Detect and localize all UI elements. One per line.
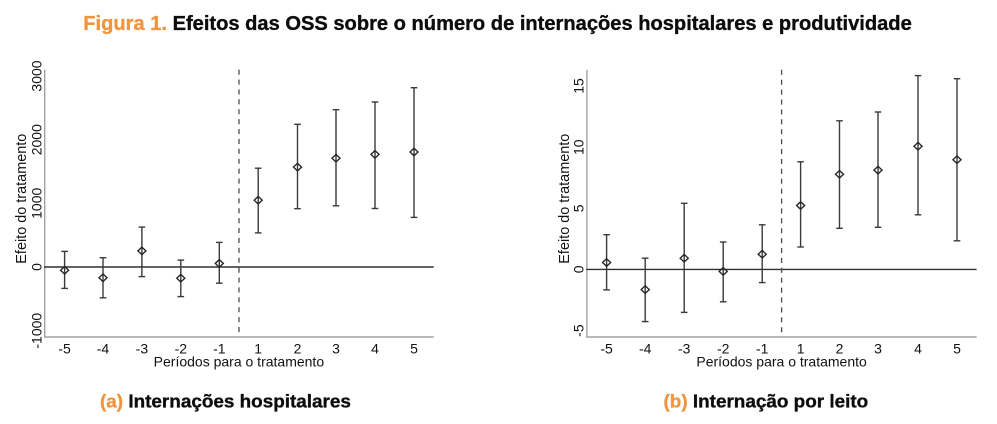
svg-text:Efeito do tratamento: Efeito do tratamento (14, 134, 30, 264)
svg-text:-3: -3 (678, 341, 691, 357)
svg-text:4: 4 (371, 341, 379, 357)
svg-text:3: 3 (874, 341, 882, 357)
svg-text:1: 1 (797, 341, 805, 357)
svg-text:(b) Internação por leito: (b) Internação por leito (664, 392, 869, 413)
svg-text:-1: -1 (213, 341, 226, 357)
svg-text:Períodos para o tratamento: Períodos para o tratamento (696, 354, 867, 370)
svg-text:5: 5 (953, 341, 961, 357)
svg-text:(a) Internações hospitalares: (a) Internações hospitalares (100, 392, 351, 413)
svg-text:-1: -1 (756, 341, 769, 357)
svg-text:-4: -4 (97, 341, 110, 357)
svg-text:5: 5 (410, 341, 418, 357)
svg-text:-1000: -1000 (28, 313, 44, 349)
svg-text:Efeito do tratamento: Efeito do tratamento (557, 134, 573, 264)
svg-text:-3: -3 (136, 341, 149, 357)
svg-text:0: 0 (28, 263, 44, 271)
svg-text:1: 1 (254, 341, 262, 357)
svg-text:Períodos para o tratamento: Períodos para o tratamento (154, 354, 325, 370)
svg-text:3: 3 (332, 341, 340, 357)
svg-text:Figura 1. Efeitos das OSS sobr: Figura 1. Efeitos das OSS sobre o número… (83, 13, 912, 35)
svg-text:-2: -2 (717, 341, 730, 357)
svg-text:2: 2 (294, 341, 302, 357)
svg-text:-5: -5 (571, 324, 587, 337)
svg-text:-2: -2 (175, 341, 188, 357)
svg-text:-4: -4 (639, 341, 652, 357)
svg-text:2000: 2000 (28, 124, 44, 155)
svg-text:0: 0 (571, 265, 587, 273)
svg-text:5: 5 (571, 204, 587, 212)
svg-text:10: 10 (571, 139, 587, 155)
svg-text:1000: 1000 (28, 188, 44, 219)
svg-text:-5: -5 (600, 341, 613, 357)
svg-text:4: 4 (914, 341, 922, 357)
svg-text:-5: -5 (58, 341, 71, 357)
svg-text:15: 15 (571, 78, 587, 94)
svg-text:2: 2 (836, 341, 844, 357)
svg-text:3000: 3000 (28, 60, 44, 91)
